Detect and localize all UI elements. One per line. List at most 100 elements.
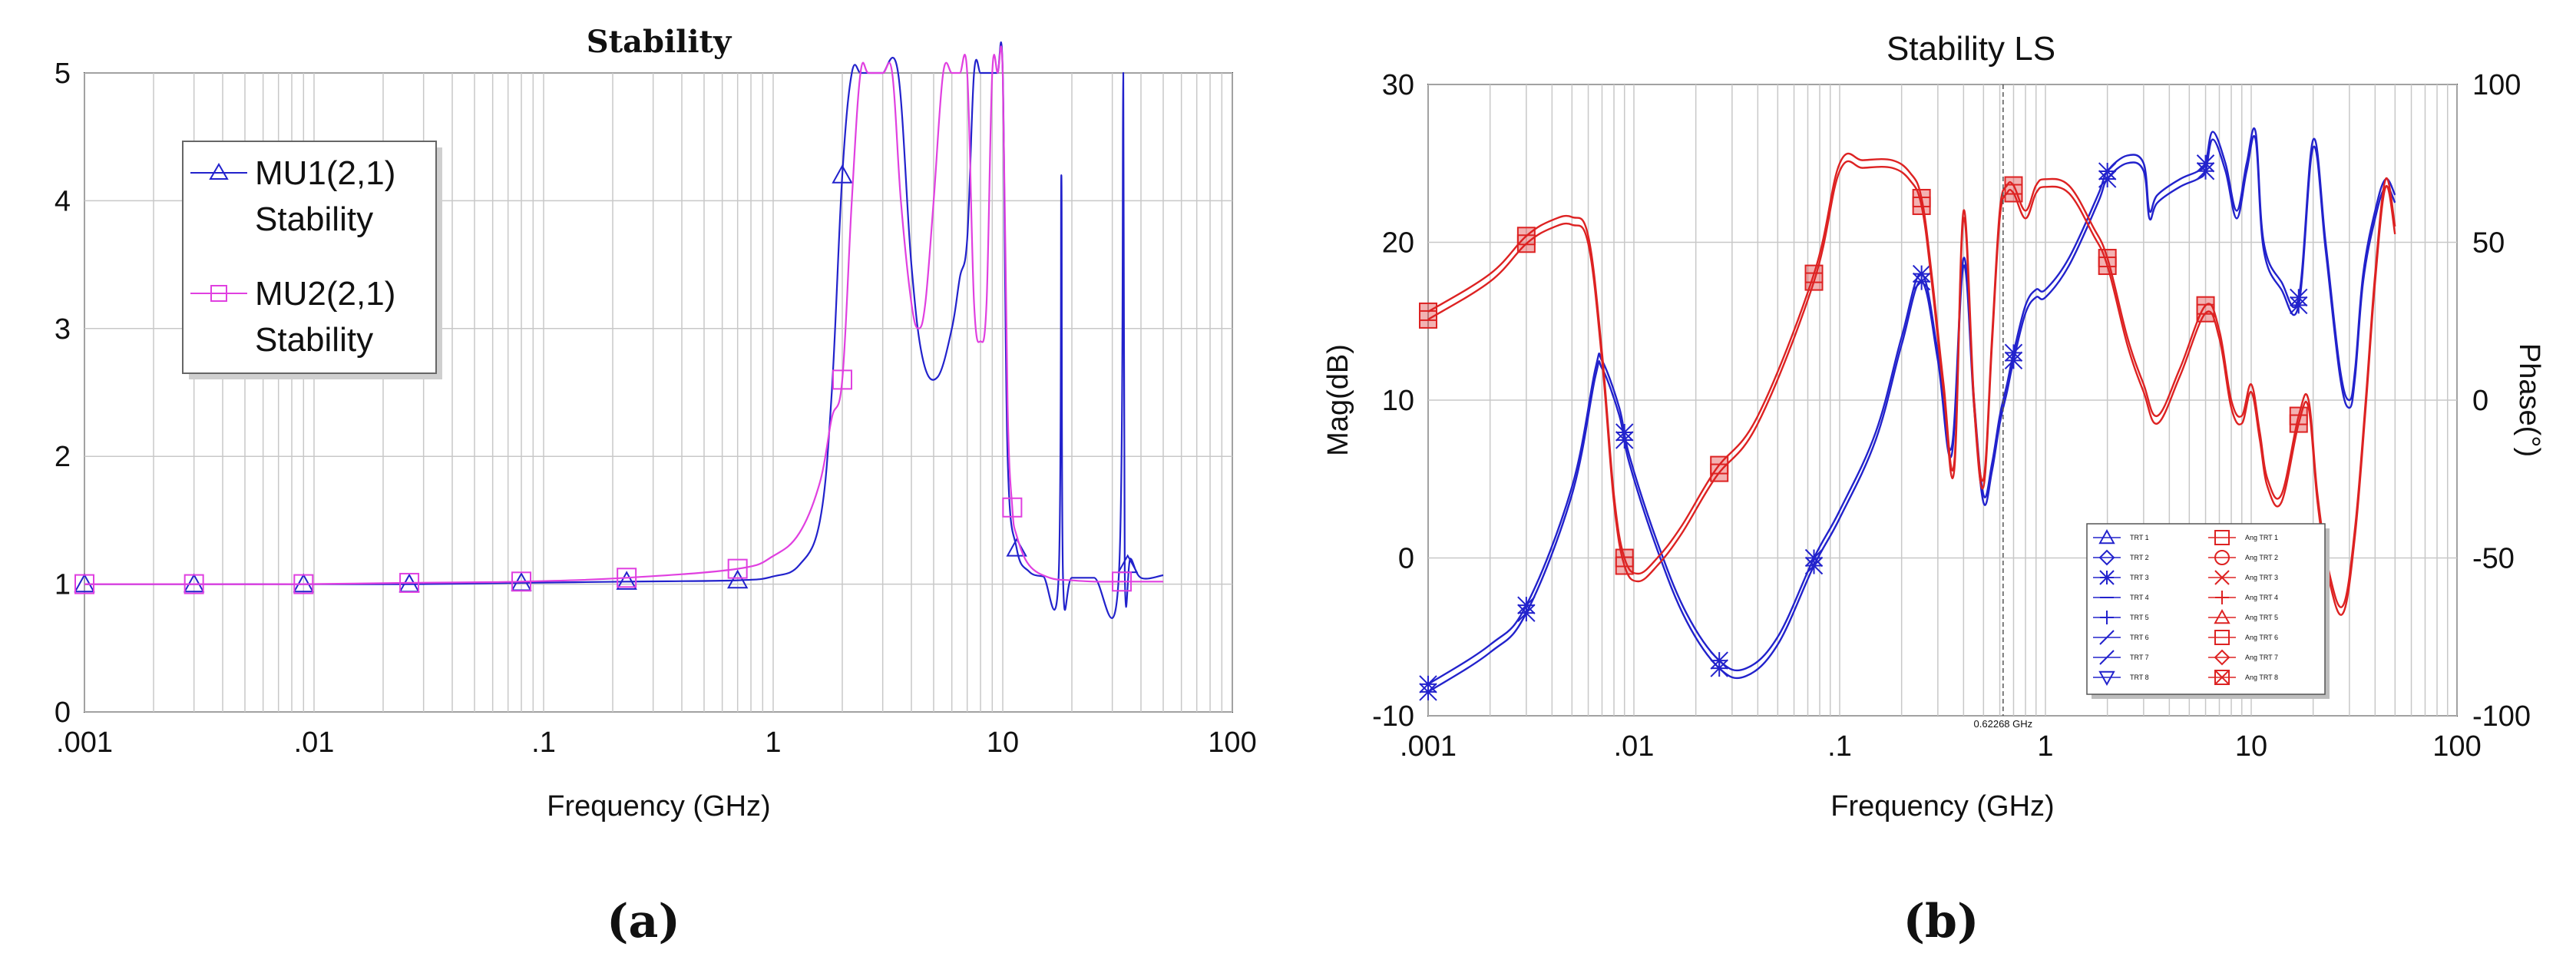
series-layer — [74, 41, 1164, 619]
legend-label: Ang TRT 3 — [2245, 574, 2278, 581]
legend-label-line2: Stability — [255, 321, 373, 359]
y2-tick-label: 50 — [2472, 227, 2505, 260]
series-layer: 0.62268 GHz — [1419, 84, 2396, 730]
y2-tick-label: -100 — [2472, 700, 2531, 733]
data-point-marker — [1912, 196, 1931, 215]
x-marker-icon — [2214, 570, 2230, 585]
data-point-fill — [2290, 407, 2307, 432]
y-tick-label: 0 — [1398, 543, 1414, 575]
x-tick-label: 10 — [2235, 730, 2267, 763]
legend-entry: Ang TRT 2 — [2208, 550, 2278, 565]
circle-marker-icon — [2214, 550, 2230, 565]
tridown-marker-icon — [2098, 670, 2115, 687]
data-point-marker — [2004, 184, 2023, 203]
chart-stability-ls: Stability LS -100102030-100-50050100.001… — [1322, 30, 2545, 948]
series-2 — [1419, 152, 2396, 616]
data-point-marker — [399, 572, 420, 593]
data-point-fill — [1615, 549, 1633, 574]
y-tick-label: 2 — [55, 441, 71, 473]
y-tick-label: 20 — [1382, 227, 1414, 260]
y-tick-label: 1 — [55, 569, 71, 601]
x-tick-label: 10 — [987, 727, 1019, 759]
legend-label: TRT 7 — [2130, 654, 2149, 661]
legend-entry: TRT 2 — [2093, 549, 2149, 566]
tick-labels: 0 1 2 3 4 5 .001 .01 .1 1 10 100 — [55, 58, 1257, 759]
data-point-marker — [832, 369, 853, 390]
legend-entry: Ang TRT 3 — [2208, 570, 2278, 585]
data-point-marker — [511, 571, 532, 592]
marker-readout: 0.62268 GHz — [1974, 718, 2033, 730]
grid — [1427, 84, 2458, 717]
panel-label-a: (a) — [607, 895, 680, 948]
data-point-marker — [1804, 556, 1824, 575]
data-point-marker — [2004, 351, 2023, 370]
legend: MU1(2,1) Stability MU2(2,1) Stability — [182, 141, 442, 379]
y2-tick-label: 0 — [2472, 385, 2488, 417]
legend-entry: TRT 5 — [2093, 611, 2149, 624]
legend-label: TRT 4 — [2130, 594, 2149, 601]
panel-label-b: (b) — [1903, 895, 1979, 948]
y-axis-label: Mag(dB) — [1322, 344, 1354, 456]
data-point-marker — [1912, 272, 1931, 291]
data-point-marker — [184, 574, 204, 594]
legend-label: TRT 3 — [2130, 574, 2149, 581]
legend-entry: Ang TRT 6 — [2208, 630, 2278, 645]
data-point-marker — [1517, 604, 1536, 622]
data-point-marker — [1419, 310, 1437, 329]
y2-tick-label: -50 — [2472, 543, 2515, 575]
y-tick-label: 30 — [1382, 69, 1414, 101]
y-tick-label: 3 — [55, 313, 71, 346]
x-tick-label: .1 — [531, 727, 556, 759]
legend-entry: TRT 3 — [2093, 570, 2149, 585]
series-2 — [74, 45, 1163, 594]
xbox-marker-icon — [2214, 670, 2230, 685]
legend-entry: Ang TRT 5 — [2208, 608, 2278, 624]
data-point-marker — [1710, 659, 1728, 677]
series-line — [1427, 135, 2396, 693]
legend-label-line2: Stability — [255, 200, 373, 238]
series-1 — [1419, 127, 2396, 701]
data-point-marker — [832, 164, 853, 184]
data-point-fill — [2098, 250, 2116, 275]
legend-entry: Ang TRT 7 — [2208, 649, 2278, 666]
data-point-fill — [2197, 296, 2214, 322]
slash-marker-icon — [2099, 650, 2115, 665]
y2-axis-label: Phase(°) — [2513, 343, 2545, 457]
diamond-marker-icon — [2098, 549, 2115, 566]
x-tick-label: .01 — [294, 727, 335, 759]
plus-marker-icon — [2215, 591, 2229, 604]
legend-entry: MU2(2,1) Stability — [190, 275, 395, 359]
square-marker-icon — [2214, 530, 2230, 545]
data-point-fill — [2005, 177, 2022, 202]
data-point-marker — [2196, 303, 2215, 323]
legend-entry: MU1(2,1) Stability — [190, 154, 395, 238]
legend-entry: TRT 7 — [2093, 650, 2149, 665]
data-point-marker — [1419, 683, 1437, 701]
data-point-marker — [1615, 556, 1634, 575]
legend-label: TRT 5 — [2130, 614, 2149, 621]
data-point-marker — [1804, 272, 1824, 291]
y-tick-label: 5 — [55, 58, 71, 90]
data-point-marker — [293, 573, 315, 593]
y-tick-label: -10 — [1372, 700, 1414, 733]
series-line — [1427, 160, 2396, 616]
x-tick-label: 1 — [765, 727, 781, 759]
legend-entry: TRT 8 — [2093, 670, 2149, 687]
legend-entry: Ang TRT 8 — [2208, 670, 2278, 685]
data-point-marker — [2289, 414, 2308, 433]
data-point-marker — [74, 574, 94, 594]
data-point-marker — [293, 574, 314, 594]
legend-label: TRT 8 — [2130, 674, 2149, 681]
x-tick-label: .1 — [1827, 730, 1852, 763]
legend-label: MU2(2,1) — [255, 275, 395, 313]
data-point-marker — [1710, 463, 1729, 482]
data-point-marker — [183, 573, 205, 593]
data-point-marker — [726, 569, 749, 589]
data-point-marker — [1006, 537, 1027, 557]
data-point-marker — [727, 558, 748, 579]
square-marker-icon — [210, 285, 227, 302]
x-tick-label: .001 — [56, 727, 113, 759]
x-tick-label: .01 — [1614, 730, 1655, 763]
data-point-fill — [1805, 265, 1823, 290]
